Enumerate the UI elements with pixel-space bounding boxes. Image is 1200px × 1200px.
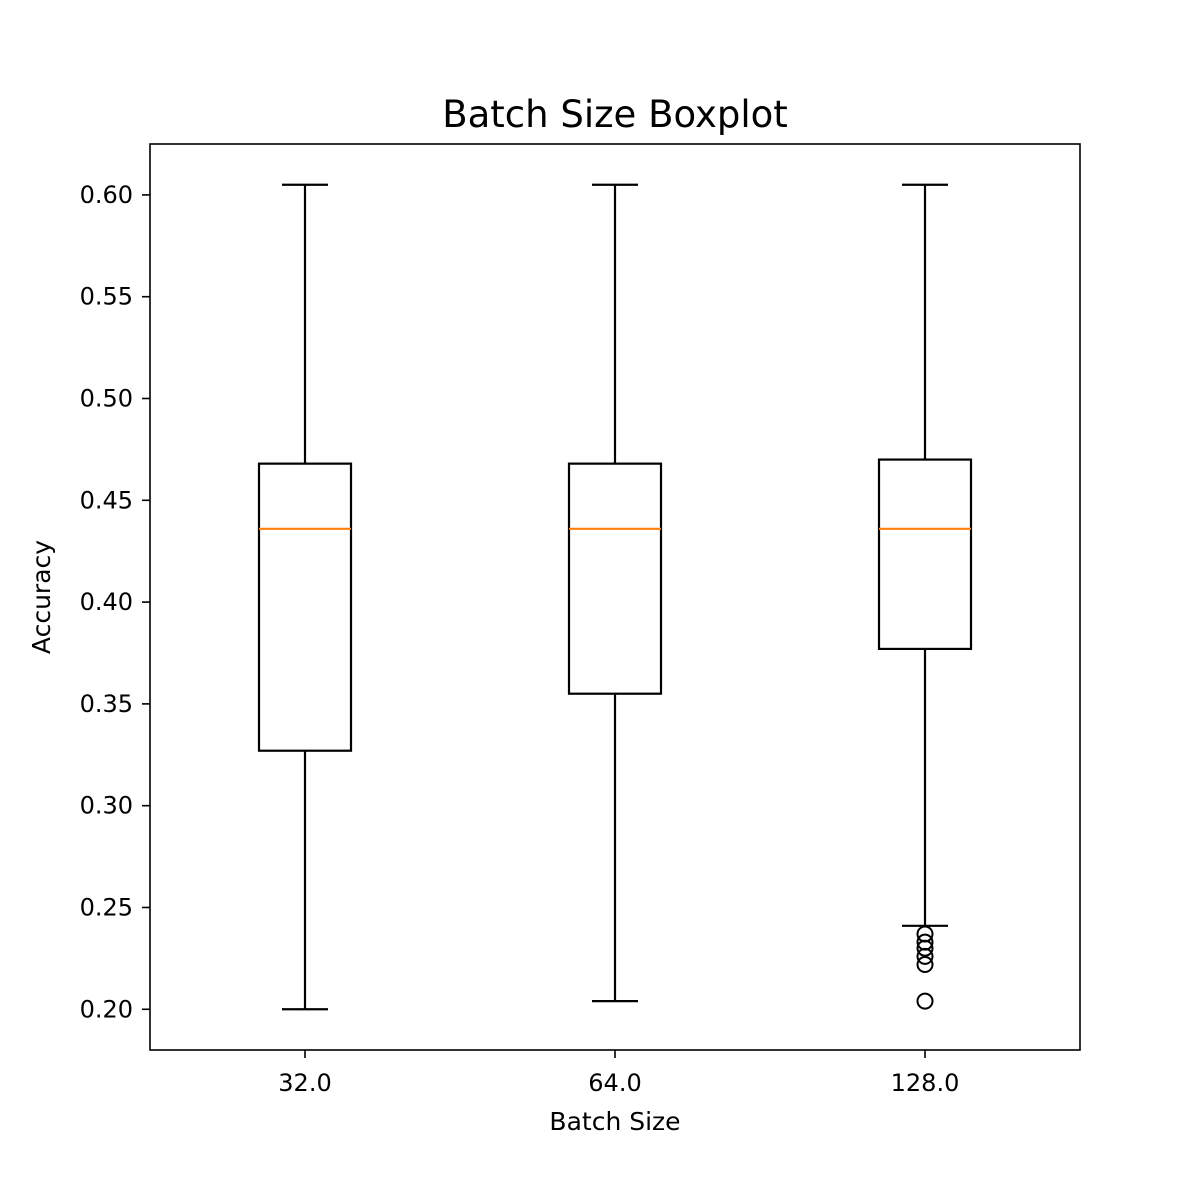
axes-frame [149,143,1081,1051]
y-tick-label: 0.35 [80,690,133,718]
y-tick-label: 0.40 [80,588,133,616]
x-tick-label: 128.0 [891,1069,960,1097]
outlier-point [916,939,934,957]
outlier-point [916,955,934,973]
chart-title: Batch Size Boxplot [442,93,788,136]
x-tick-label: 32.0 [278,1069,331,1097]
y-tick-label: 0.25 [80,893,133,921]
y-tick-label: 0.60 [80,181,133,209]
x-tick-label: 64.0 [588,1069,641,1097]
y-tick-label: 0.55 [80,283,133,311]
y-tick-label: 0.30 [80,792,133,820]
y-tick-label: 0.20 [80,995,133,1023]
box-iqr [877,458,973,651]
box-iqr [257,462,353,752]
x-axis-label: Batch Size [549,1107,680,1136]
y-tick-label: 0.45 [80,486,133,514]
outlier-point [916,992,934,1010]
y-axis-label: Accuracy [27,540,56,654]
box-iqr [567,462,663,695]
plot-area: 0.20 0.25 0.30 0.35 0.40 0.45 0.50 0.55 0.60 32.0… [80,181,973,1097]
y-tick-label: 0.50 [80,384,133,412]
outlier-point [916,947,934,965]
